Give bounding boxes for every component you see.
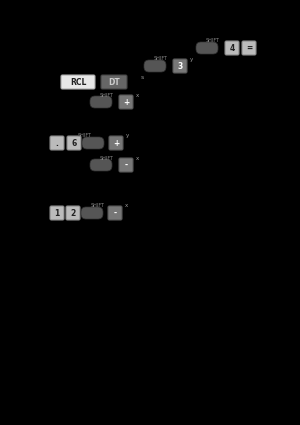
FancyBboxPatch shape (242, 41, 256, 55)
Text: +: + (113, 139, 119, 147)
Text: SHIFT: SHIFT (154, 56, 168, 61)
Text: x: x (125, 203, 128, 208)
FancyBboxPatch shape (144, 60, 166, 72)
Text: .: . (56, 139, 58, 147)
FancyBboxPatch shape (119, 95, 133, 109)
Text: 6: 6 (71, 139, 76, 147)
Text: RCL: RCL (70, 77, 86, 87)
Text: y: y (190, 57, 193, 62)
Text: -: - (124, 161, 128, 170)
FancyBboxPatch shape (50, 206, 64, 220)
FancyBboxPatch shape (119, 158, 133, 172)
Text: SHIFT: SHIFT (206, 38, 220, 43)
FancyBboxPatch shape (82, 137, 104, 149)
FancyBboxPatch shape (109, 136, 123, 150)
FancyBboxPatch shape (101, 75, 127, 89)
Text: 1: 1 (54, 209, 60, 218)
FancyBboxPatch shape (81, 207, 103, 219)
Text: SHIFT: SHIFT (78, 133, 92, 138)
Text: y: y (126, 133, 129, 138)
FancyBboxPatch shape (67, 136, 81, 150)
Text: SHIFT: SHIFT (91, 203, 105, 208)
FancyBboxPatch shape (108, 206, 122, 220)
Text: s: s (141, 75, 144, 80)
Text: 3: 3 (177, 62, 183, 71)
Text: -: - (113, 209, 117, 218)
Text: DT: DT (108, 77, 120, 87)
FancyBboxPatch shape (61, 75, 95, 89)
Text: 4: 4 (230, 43, 235, 53)
Text: 2: 2 (70, 209, 76, 218)
FancyBboxPatch shape (90, 96, 112, 108)
Text: SHIFT: SHIFT (100, 93, 114, 98)
Text: SHIFT: SHIFT (100, 156, 114, 161)
Text: x: x (136, 93, 139, 98)
FancyBboxPatch shape (66, 206, 80, 220)
FancyBboxPatch shape (196, 42, 218, 54)
FancyBboxPatch shape (50, 136, 64, 150)
FancyBboxPatch shape (90, 159, 112, 171)
Text: =: = (246, 43, 252, 53)
Text: +: + (123, 97, 129, 107)
FancyBboxPatch shape (173, 59, 187, 73)
Text: x: x (136, 156, 139, 161)
FancyBboxPatch shape (225, 41, 239, 55)
